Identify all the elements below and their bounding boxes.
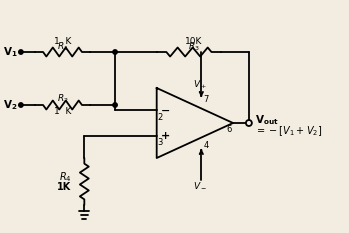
Text: $V_-$: $V_-$: [193, 180, 207, 190]
Text: 7: 7: [203, 96, 209, 104]
Circle shape: [113, 50, 117, 54]
Text: 1  K: 1 K: [54, 107, 71, 116]
Text: $R_4$: $R_4$: [59, 171, 72, 184]
Text: 3: 3: [158, 138, 163, 147]
Text: 4: 4: [203, 141, 209, 151]
Text: 1K: 1K: [57, 182, 72, 192]
Text: 6: 6: [227, 126, 232, 134]
Circle shape: [19, 50, 23, 54]
Text: $V_+$: $V_+$: [193, 79, 207, 91]
Text: $= -\left[V_1 + V_2\right]$: $= -\left[V_1 + V_2\right]$: [255, 124, 322, 138]
Text: +: +: [161, 131, 170, 141]
Circle shape: [19, 103, 23, 107]
Text: $R_1$: $R_1$: [57, 41, 68, 53]
Text: $\mathbf{V_2}$: $\mathbf{V_2}$: [3, 98, 18, 112]
Text: −: −: [161, 106, 170, 116]
Text: 2: 2: [158, 113, 163, 122]
Text: $R_3$: $R_3$: [188, 41, 200, 53]
Text: 1  K: 1 K: [54, 37, 71, 45]
Circle shape: [113, 103, 117, 107]
Circle shape: [246, 120, 252, 126]
Text: 10K: 10K: [185, 37, 202, 45]
Text: $\mathbf{V_1}$: $\mathbf{V_1}$: [3, 45, 18, 59]
Text: $R_2$: $R_2$: [57, 93, 68, 105]
Text: $\mathbf{V_{out}}$: $\mathbf{V_{out}}$: [255, 113, 279, 127]
